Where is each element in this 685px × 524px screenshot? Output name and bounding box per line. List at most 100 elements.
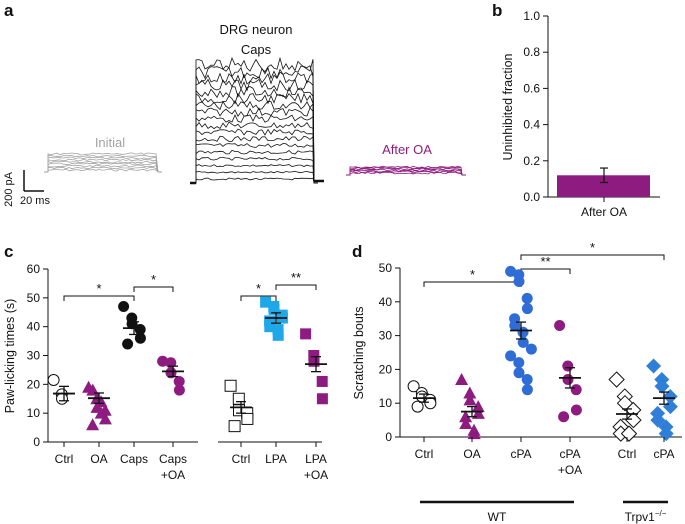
initial-traces	[44, 152, 162, 173]
panel-d-point	[646, 358, 662, 374]
panel-d-point	[570, 384, 582, 396]
panel-d-point	[463, 386, 477, 399]
caps-trace-13	[192, 86, 318, 184]
panel-c-point	[268, 303, 280, 315]
panel-d-ytick-label: 30	[379, 329, 393, 343]
caps-trace-0	[192, 177, 318, 184]
panel-d-point	[471, 400, 485, 413]
panel-c-xtick-label: Ctrl	[232, 452, 251, 466]
initial-label: Initial	[95, 135, 125, 150]
panel-c-xtick-label2: +OA	[161, 468, 185, 482]
panel-c-point	[264, 321, 276, 333]
caps-trace-3	[192, 157, 318, 184]
initial-trace-6	[44, 156, 162, 173]
initial-trace-4	[44, 160, 162, 173]
panel-d-point	[558, 411, 570, 423]
panel-d-ytick-label: 50	[379, 261, 393, 275]
panel-c-xtick-label: LPA	[265, 452, 287, 466]
caps-traces	[190, 56, 324, 185]
panel-a-letter: a	[4, 1, 14, 20]
panel-c-point	[165, 357, 177, 369]
panel-c-point	[264, 315, 276, 327]
panel-c-point	[300, 328, 312, 340]
caps-baseline	[190, 179, 324, 185]
panel-d-point	[513, 367, 525, 379]
panel-d-point	[467, 427, 481, 440]
panel-d-point	[407, 380, 420, 393]
panel-d-xtick-label: OA	[463, 447, 480, 461]
panel-b: b Uninhibited fraction 0.0 0.2 0.4 0.6 0.8 1.…	[492, 1, 660, 219]
panel-c-point	[241, 412, 254, 425]
panel-a: a DRG neuron Caps Initial After OA 200 p…	[3, 1, 466, 207]
panel-c-point	[86, 418, 100, 431]
caps-trace-9	[192, 114, 318, 184]
panel-d-xtick-label: cPA	[653, 447, 674, 461]
caps-trace-4	[192, 149, 318, 184]
initial-trace-3	[44, 162, 162, 173]
panel-c-point	[316, 393, 328, 405]
panel-c-point	[173, 384, 185, 396]
panel-c-ylabel: Paw-licking times (s)	[3, 299, 17, 414]
panel-d-point	[525, 343, 537, 355]
panel-d-genotype-sup: −/−	[655, 509, 667, 518]
panel-c-sig-bracket	[240, 295, 277, 301]
panel-c-sig-bracket-label: **	[291, 270, 301, 285]
panel-c-sig-bracket	[63, 295, 135, 301]
panel-d-point	[424, 397, 437, 410]
panel-c-point	[94, 395, 108, 408]
panel-a-caps-label: Caps	[241, 42, 272, 57]
after-oa-trace-1	[346, 170, 466, 176]
panel-d-ytick-label: 10	[379, 396, 393, 410]
panel-d-xlabels: Ctrl OA cPA cPA +OA Ctrl cPA	[415, 437, 675, 477]
caps-trace-12	[192, 92, 318, 184]
panel-d-point	[521, 292, 533, 304]
after-oa-trace-0	[346, 171, 466, 176]
panel-d-point	[513, 357, 525, 369]
initial-trace-5	[44, 158, 162, 173]
panel-d-point	[654, 378, 670, 394]
panel-c-point	[308, 350, 320, 361]
panel-d-ytick-label: 40	[379, 295, 393, 309]
panel-c-xtick-label: OA	[90, 452, 107, 466]
caps-trace-14	[192, 78, 318, 184]
panel-c-point	[272, 324, 284, 336]
panel-d-significance: ****	[423, 240, 665, 287]
panel-c-point	[308, 355, 320, 367]
panel-d-sig-bracket-label: **	[540, 254, 550, 269]
panel-c-point	[47, 374, 60, 387]
panel-c-xtick-label: Ctrl	[55, 452, 74, 466]
panel-c-point	[134, 332, 146, 344]
panel-c-point	[272, 329, 284, 341]
panel-c-points	[47, 296, 328, 433]
panel-d-genotype-label: WT	[488, 510, 507, 524]
panel-c-point	[157, 355, 169, 367]
initial-trace-1	[44, 166, 162, 173]
panel-c-point	[126, 318, 138, 330]
caps-trace-6	[192, 135, 318, 184]
caps-trace-5	[192, 143, 318, 184]
panel-b-ytick-label: 0.4	[523, 118, 540, 132]
panel-b-ytick-label: 0.0	[523, 190, 540, 204]
panel-b-ytick-label: 0.2	[523, 154, 540, 168]
caps-trace-15	[192, 71, 318, 184]
panel-d-sig-bracket	[423, 281, 522, 287]
panel-c-point	[228, 420, 241, 433]
panel-d-xtick-label: Ctrl	[618, 447, 637, 461]
after-oa-label: After OA	[382, 142, 432, 157]
panel-c-ytick-label: 10	[27, 406, 41, 420]
panel-d-point	[459, 410, 473, 423]
panel-d-sig-bracket-label: *	[590, 240, 595, 255]
caps-trace-16	[192, 65, 318, 184]
panel-d-xtick-label: cPA	[510, 447, 531, 461]
panel-b-letter: b	[492, 1, 502, 20]
panel-c-point	[165, 367, 177, 379]
caps-trace-1	[192, 170, 318, 184]
panel-c-ytick-label: 0	[33, 435, 40, 449]
panel-d-point	[463, 393, 477, 406]
panel-c-ytick-label: 60	[27, 262, 41, 276]
panel-d-point	[505, 350, 517, 362]
caps-trace-10	[192, 107, 318, 184]
panel-c-point	[134, 324, 146, 336]
panel-d-sig-bracket	[520, 254, 665, 260]
